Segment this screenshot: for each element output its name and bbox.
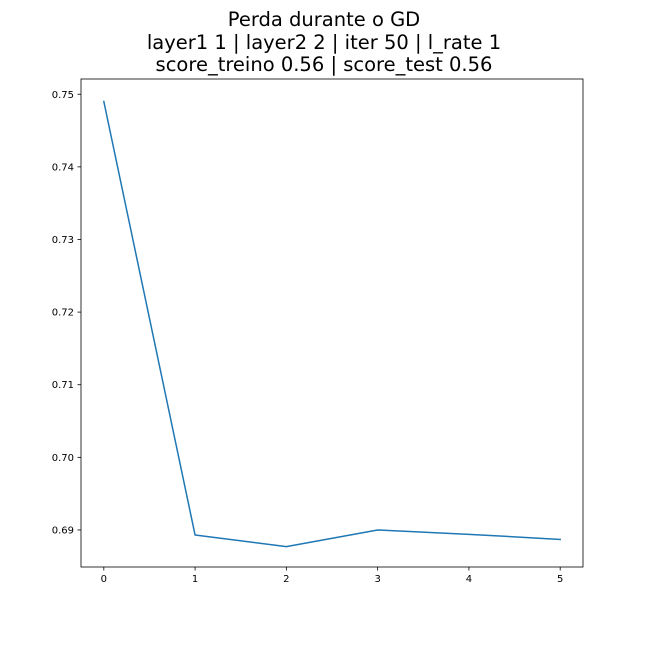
y-tick-label-1: 0.70	[52, 453, 74, 464]
y-tick-label-6: 0.75	[52, 90, 74, 101]
chart-title-line-3: score_treino 0.56 | score_test 0.56	[155, 53, 493, 76]
axes-group: 0 1 2 3 4 5 0.69 0.70 0.71 0.72 0.73 0.74 0.75	[52, 78, 584, 585]
y-tick-label-5: 0.74	[52, 162, 74, 173]
x-tick-label-5: 5	[557, 574, 563, 585]
y-tick-label-4: 0.73	[52, 235, 74, 246]
chart-title: Perda durante o GD layer1 1 | layer2 2 |…	[0, 8, 648, 77]
y-tick-label-3: 0.72	[52, 308, 74, 319]
y-tick-label-0: 0.69	[52, 525, 74, 536]
series-line-0	[102, 100, 561, 548]
x-tick-label-2: 2	[283, 574, 289, 585]
y-tick-label-2: 0.71	[52, 380, 74, 391]
x-tick-label-1: 1	[192, 574, 198, 585]
x-tick-label-0: 0	[101, 574, 107, 585]
chart-title-line-2: layer1 1 | layer2 2 | iter 50 | l_rate 1	[146, 30, 502, 54]
chart-title-line-1: Perda durante o GD	[227, 8, 421, 31]
x-tick-label-3: 3	[374, 574, 380, 585]
plot-frame	[80, 78, 584, 568]
x-tick-label-4: 4	[466, 574, 472, 585]
